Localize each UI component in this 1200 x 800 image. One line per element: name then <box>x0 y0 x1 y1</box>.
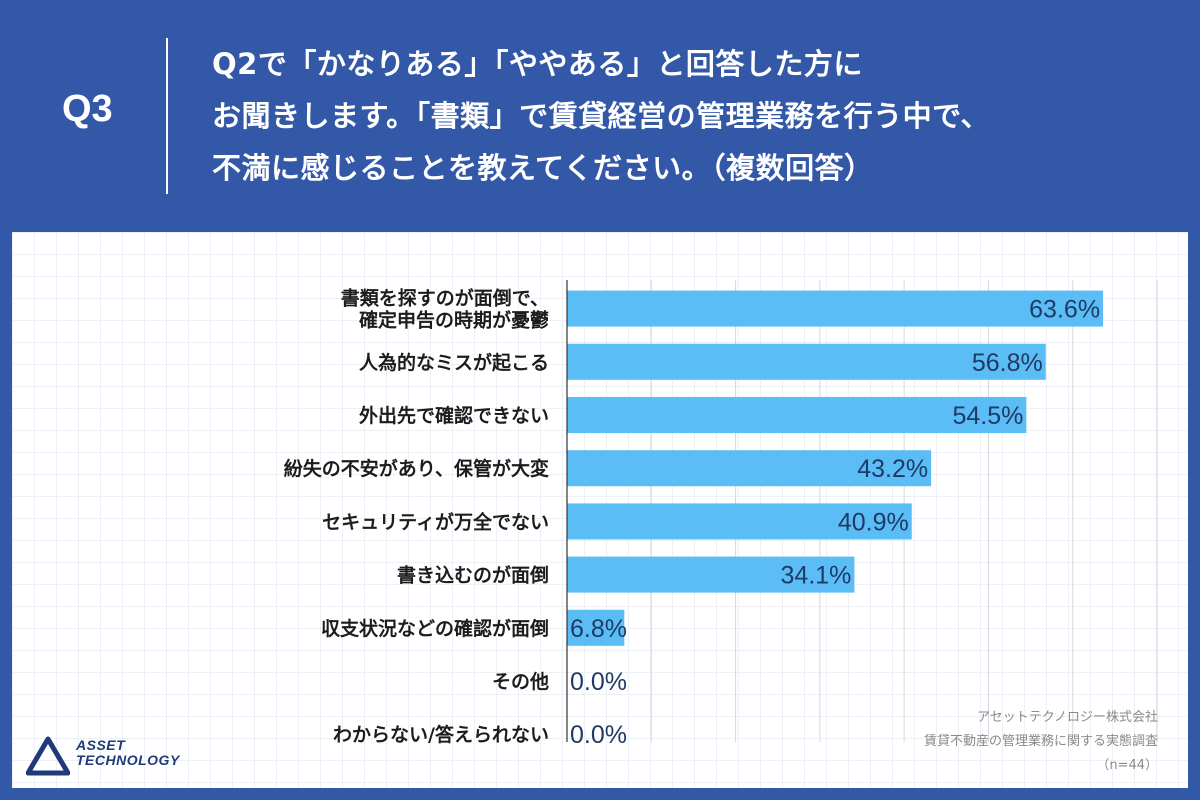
category-label-line: わからない/答えられない <box>333 723 549 746</box>
bar <box>567 397 1027 433</box>
category-label: セキュリティが万全でない <box>322 510 549 533</box>
bar <box>567 450 932 487</box>
category-label: その他 <box>492 670 549 693</box>
value-label: 54.5% <box>952 402 1023 430</box>
chart-panel: 書類を探すのが面倒で、確定申告の時期が憂鬱 63.6% 人為的なミスが起こる 56.8… <box>12 232 1188 788</box>
logo-text: ASSET TECHNOLOGY <box>76 738 180 768</box>
category-label-line: 書き込むのが面倒 <box>397 564 549 587</box>
category-label-line: 収支状況などの確認が面倒 <box>321 617 549 640</box>
category-label: 外出先で確認できない <box>359 404 549 427</box>
question-text: Q2で「かなりある」「ややある」と回答した方に お聞きします。「書類」で賃貸経営… <box>212 38 1172 194</box>
value-label: 56.8% <box>972 349 1043 377</box>
bar <box>567 290 1104 327</box>
header-divider <box>166 38 168 194</box>
question-line: Q2で「かなりある」「ややある」と回答した方に <box>212 47 863 81</box>
credit-sample: （n=44） <box>1096 758 1158 773</box>
bar <box>567 556 855 593</box>
value-label: 6.8% <box>570 615 627 643</box>
category-label-line: その他 <box>492 670 549 693</box>
bar-chart: 書類を探すのが面倒で、確定申告の時期が憂鬱 63.6% 人為的なミスが起こる 56.8… <box>284 280 1158 749</box>
credit-survey: 賃貸不動産の管理業務に関する実態調査 <box>923 734 1158 749</box>
category-label-line: 人為的なミスが起こる <box>359 351 549 374</box>
category-label: 書き込むのが面倒 <box>397 564 549 587</box>
logo-line: ASSET <box>76 737 126 753</box>
value-label: 34.1% <box>781 562 852 590</box>
bar <box>567 503 912 540</box>
value-label: 43.2% <box>857 455 928 483</box>
value-label: 0.0% <box>570 668 627 696</box>
company-logo: ASSET TECHNOLOGY <box>26 736 226 776</box>
category-label: 紛失の不安があり、保管が大変 <box>284 457 549 480</box>
category-label-line: 確定申告の時期が憂鬱 <box>359 309 549 332</box>
bar <box>567 609 625 646</box>
category-label-line: 紛失の不安があり、保管が大変 <box>284 457 549 480</box>
question-number: Q3 <box>62 88 113 130</box>
logo-line: TECHNOLOGY <box>76 752 180 768</box>
category-label-line: セキュリティが万全でない <box>322 510 549 533</box>
category-label-line: 書類を探すのが面倒で、 <box>341 287 549 310</box>
credit-company: アセットテクノロジー株式会社 <box>977 710 1158 725</box>
value-label: 63.6% <box>1029 296 1100 324</box>
category-label: 書類を探すのが面倒で、確定申告の時期が憂鬱 <box>341 287 549 332</box>
question-line: 不満に感じることを教えてください。（複数回答） <box>212 151 874 185</box>
logo-triangle-icon <box>26 736 70 776</box>
value-label: 40.9% <box>838 508 909 536</box>
category-label: 人為的なミスが起こる <box>359 351 549 374</box>
value-label: 0.0% <box>570 721 627 749</box>
category-label: わからない/答えられない <box>333 723 549 746</box>
question-line: お聞きします。「書類」で賃貸経営の管理業務を行う中で、 <box>212 99 990 133</box>
category-label-line: 外出先で確認できない <box>359 404 549 427</box>
category-label: 収支状況などの確認が面倒 <box>321 617 549 640</box>
bar <box>567 343 1046 380</box>
